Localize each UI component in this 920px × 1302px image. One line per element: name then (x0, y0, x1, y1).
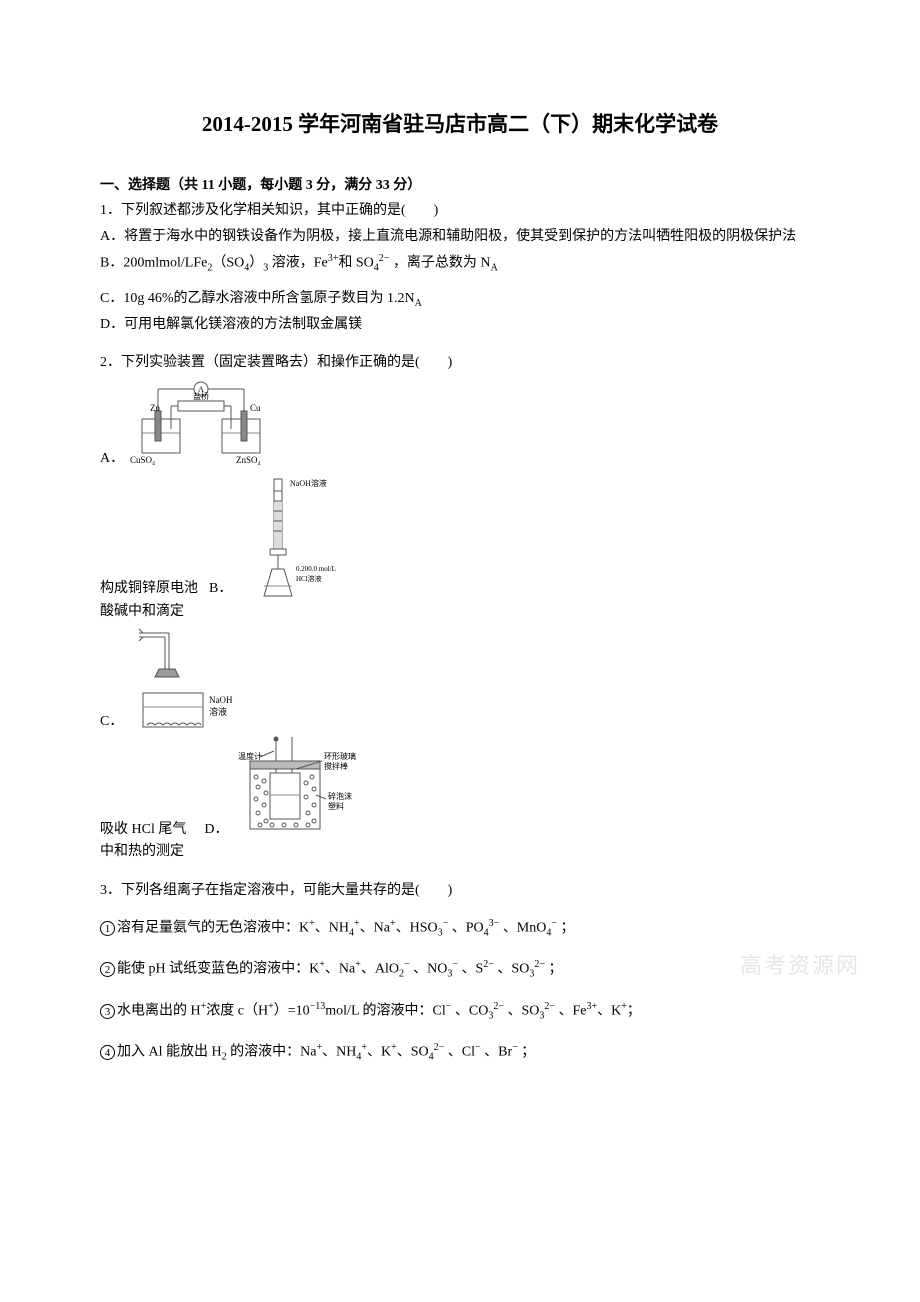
q2-c-label: C． (100, 711, 123, 733)
sup: 2− (379, 253, 390, 264)
q1-opt-b: B．200mlmol/LFe2（SO4）3 溶液，Fe3+和 SO42− ，离子… (100, 251, 820, 276)
svg-text:HCl溶液: HCl溶液 (296, 574, 322, 583)
svg-text:碎泡沫: 碎泡沫 (328, 791, 352, 801)
q1-opt-c: C．10g 46%的乙醇水溶液中所含氢原子数目为 1.2NA (100, 288, 820, 312)
sup: 3+ (328, 253, 339, 264)
svg-text:塑料: 塑料 (328, 801, 344, 811)
svg-text:Zn: Zn (150, 403, 160, 413)
exam-title: 2014-2015 学年河南省驻马店市高二（下）期末化学试卷 (100, 108, 820, 138)
q2-b-label: B． (209, 578, 232, 600)
q2-opt-d-row: 吸收 HCl 尾气 D． 温度计 环形玻璃 (100, 733, 820, 841)
t: mol/L 的溶液中：Cl (325, 1004, 445, 1019)
t: ） (249, 255, 263, 270)
t: 和 SO (338, 255, 373, 270)
q3-stem: 3．下列各组离子在指定溶液中，可能大量共存的是( ) (100, 880, 820, 902)
circled-1: 1 (100, 921, 115, 936)
q2-opt-b-row: 构成铜锌原电池 B． NaOH溶液 0.200.0 mol/L HCl溶液 (100, 471, 820, 601)
svg-text:温度计: 温度计 (238, 751, 262, 761)
q2-opt-a-row: A． A 盐桥 Zn Cu CuSO₄ ZnSO₄ (100, 379, 820, 471)
circled-2: 2 (100, 962, 115, 977)
q2-a-caption: 构成铜锌原电池 (100, 578, 198, 600)
q2-diagram-c: NaOH 溶液 (125, 625, 255, 733)
svg-text:溶液: 溶液 (209, 706, 227, 717)
q3-opt-2: 2能使 pH 试纸变蓝色的溶液中：K+、Na+、AlO2− 、NO3− 、S2−… (100, 957, 820, 982)
svg-text:NaOH溶液: NaOH溶液 (290, 478, 327, 488)
t: 水电离出的 H (117, 1004, 201, 1019)
t: 溶液，Fe (268, 255, 328, 270)
q1-stem: 1．下列叙述都涉及化学相关知识，其中正确的是( ) (100, 200, 820, 222)
sub: A (491, 262, 498, 273)
q2-c-caption: 吸收 HCl 尾气 (100, 819, 186, 841)
q3-opt-3: 3水电离出的 H+浓度 c（H+）=10−13mol/L 的溶液中：Cl− 、C… (100, 999, 820, 1024)
svg-text:0.200.0 mol/L: 0.200.0 mol/L (296, 565, 336, 573)
svg-text:ZnSO₄: ZnSO₄ (236, 455, 261, 465)
sup: −13 (310, 1001, 326, 1012)
t: 溶有足量氨气的无色溶液中：K (117, 921, 309, 936)
q1c-text: C．10g 46%的乙醇水溶液中所含氢原子数目为 1.2N (100, 291, 415, 306)
t: 浓度 c（H (206, 1004, 268, 1019)
t: ，离子总数为 N (389, 255, 490, 270)
q2-b-caption: 酸碱中和滴定 (100, 601, 820, 623)
q2-diagram-b: NaOH溶液 0.200.0 mol/L HCl溶液 (234, 471, 364, 601)
t: ）=10 (274, 1004, 310, 1019)
q2-opt-c-row: C． NaOH 溶液 (100, 625, 820, 733)
svg-text:环形玻璃: 环形玻璃 (324, 751, 356, 761)
watermark: 高考资源网 (740, 948, 860, 980)
q2-d-label: D． (204, 819, 228, 841)
sub: A (415, 298, 422, 309)
circled-3: 3 (100, 1004, 115, 1019)
t: （SO (212, 255, 244, 270)
q2-stem: 2．下列实验装置（固定装置略去）和操作正确的是( ) (100, 352, 820, 374)
svg-text:CuSO₄: CuSO₄ (130, 455, 155, 465)
t: 能使 pH 试纸变蓝色的溶液中：K (117, 962, 319, 977)
q1-opt-a: A．将置于海水中的钢铁设备作为阴极，接上直流电源和辅助阳极，使其受到保护的方法叫… (100, 226, 820, 248)
svg-text:NaOH: NaOH (209, 695, 233, 705)
circled-4: 4 (100, 1045, 115, 1060)
q1b-text: B．200mlmol/LFe (100, 255, 207, 270)
svg-text:盐桥: 盐桥 (193, 391, 209, 401)
t: 加入 Al 能放出 H (117, 1045, 222, 1060)
t: 的溶液中：Na (227, 1045, 317, 1060)
q3-opt-4: 4加入 Al 能放出 H2 的溶液中：Na+、NH4+、K+、SO42− 、Cl… (100, 1040, 820, 1065)
q3-opt-1: 1溶有足量氨气的无色溶液中：K+、NH4+、Na+、HSO3− 、PO43− 、… (100, 916, 820, 941)
q2-diagram-d: 温度计 环形玻璃 搅拌棒 碎泡沫 塑料 (230, 733, 370, 841)
svg-text:搅拌棒: 搅拌棒 (324, 761, 348, 771)
q2-diagram-a: A 盐桥 Zn Cu CuSO₄ ZnSO₄ (126, 379, 276, 471)
q2-a-label: A． (100, 448, 124, 470)
q1-opt-d: D．可用电解氯化镁溶液的方法制取金属镁 (100, 314, 820, 336)
q2-d-caption: 中和热的测定 (100, 841, 820, 863)
section-header: 一、选择题（共 11 小题，每小题 3 分，满分 33 分） (100, 174, 820, 194)
svg-text:Cu: Cu (250, 403, 261, 413)
